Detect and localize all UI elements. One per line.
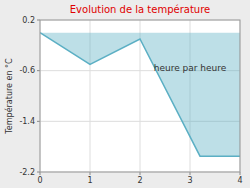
background: [0, 0, 250, 188]
y-axis-label: Température en °C: [4, 58, 14, 135]
tick-label: 1: [87, 176, 92, 185]
chart: 0.2 -0.6 -1.4 -2.20 1 2 3 4 Evolution de la temp…: [0, 0, 250, 188]
tick-label: 0.2: [22, 16, 35, 25]
plot-area: [40, 20, 240, 172]
line: [40, 33, 240, 157]
grid-line: [140, 20, 141, 172]
tick-label: -2.2: [19, 168, 35, 177]
title: Evolution de la température: [70, 4, 210, 15]
area: [40, 33, 240, 157]
tick-label: -1.4: [19, 117, 35, 126]
axes: 0.2 -0.6 -1.4 -2.20 1 2 3 4: [19, 16, 242, 186]
grid: [40, 20, 240, 172]
tick-label: -0.6: [19, 66, 35, 75]
series: [40, 33, 240, 157]
tick-label: 3: [187, 176, 192, 185]
tick-label: 2: [137, 176, 142, 185]
tick-label: 0: [37, 176, 42, 185]
x-axis-label: heure par heure: [154, 63, 227, 73]
plot-frame: [40, 20, 240, 172]
tick-label: 4: [237, 176, 242, 185]
